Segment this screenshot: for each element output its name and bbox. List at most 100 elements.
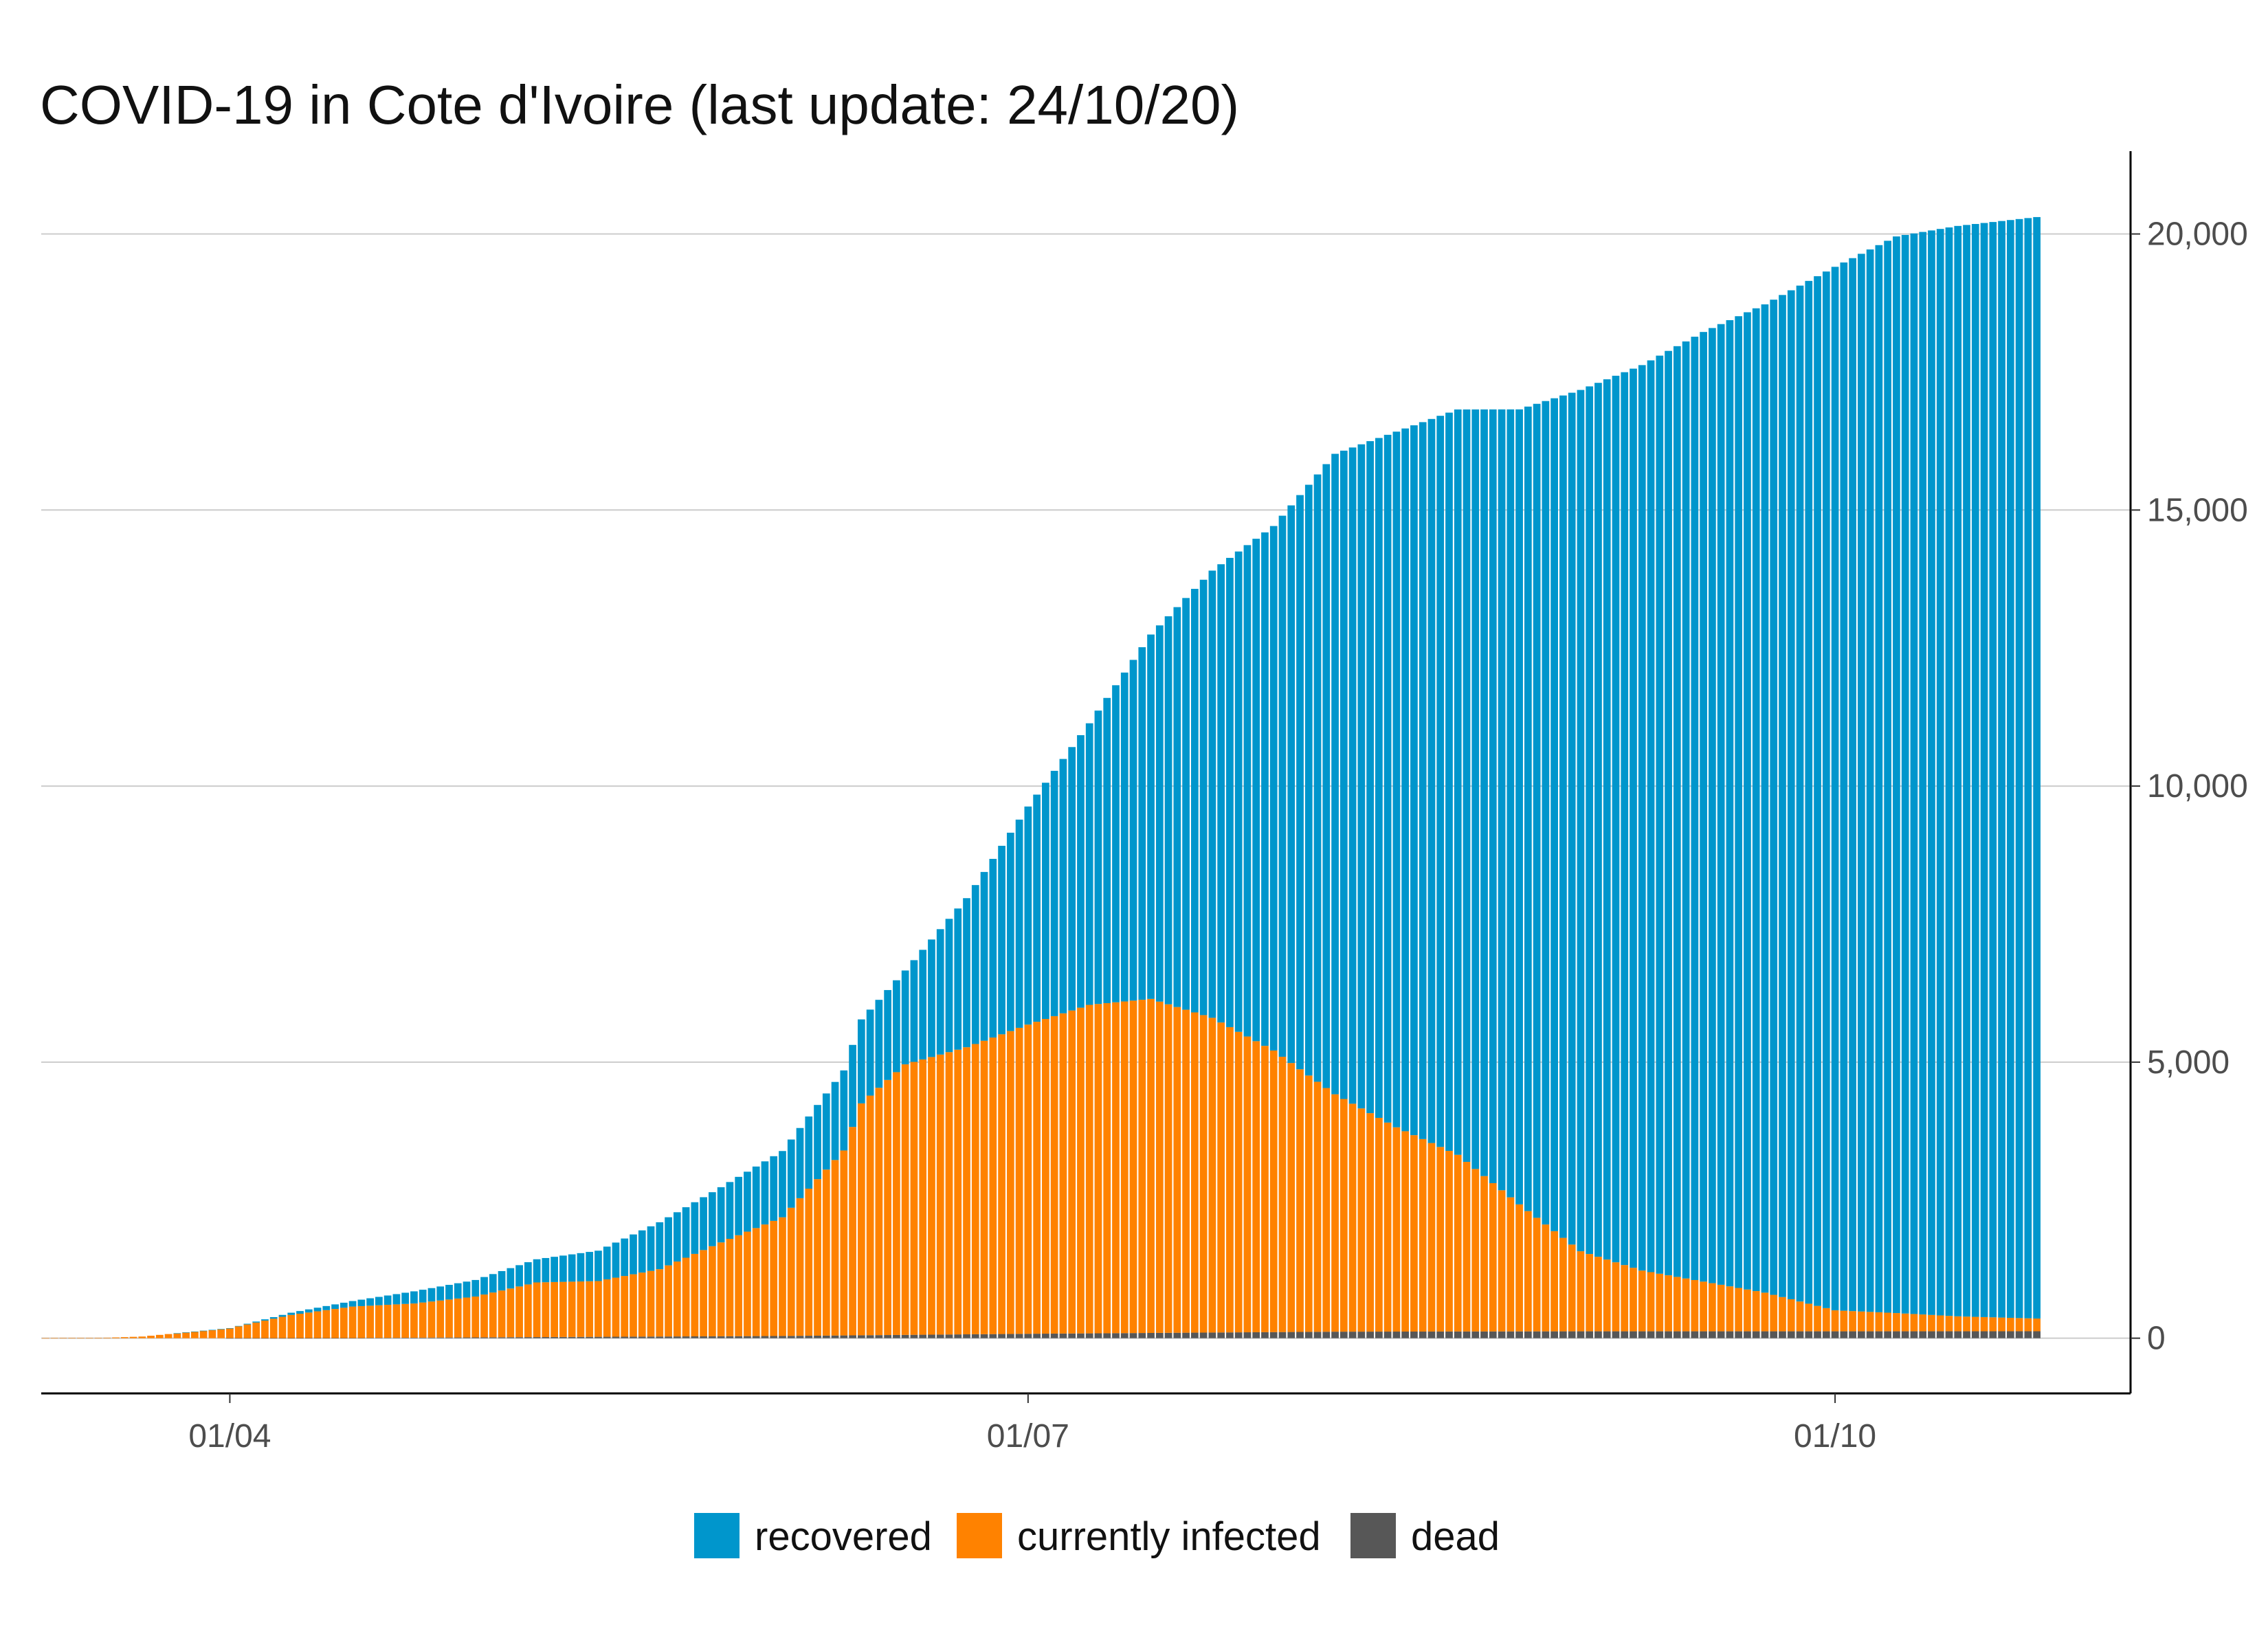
bar-segment-recovered: [1709, 328, 1716, 1283]
bar-segment-recovered: [1287, 505, 1296, 1064]
bar-segment-recovered: [901, 970, 909, 1065]
bar-segment-recovered: [1138, 647, 1146, 1000]
bar-segment-dead: [647, 1336, 655, 1338]
bar-segment-recovered: [269, 1316, 278, 1319]
bar-segment-currently-infected: [234, 1326, 243, 1338]
bar-segment-currently-infected: [1954, 1316, 1962, 1332]
bar-segment-currently-infected: [1313, 1081, 1322, 1332]
bar-segment-recovered: [796, 1128, 804, 1198]
bar-segment-dead: [1050, 1333, 1058, 1338]
bar-segment-dead: [586, 1336, 594, 1338]
bar-segment-recovered: [436, 1286, 445, 1301]
bar-segment-currently-infected: [594, 1281, 602, 1337]
bar-segment-recovered: [1129, 660, 1137, 1001]
bar-segment-currently-infected: [1752, 1291, 1760, 1332]
bar-segment-recovered: [1296, 495, 1304, 1070]
bar-segment-dead: [1033, 1334, 1041, 1338]
bar-segment-recovered: [2006, 220, 2014, 1318]
bar-segment-currently-infected: [1998, 1317, 2005, 1332]
bar-segment-dead: [963, 1334, 970, 1338]
bar-segment-dead: [1164, 1332, 1172, 1338]
bar-segment-currently-infected: [849, 1127, 856, 1336]
bar-segment-recovered: [1989, 222, 1997, 1318]
bar-segment-dead: [1963, 1331, 1970, 1338]
bar-segment-dead: [515, 1337, 523, 1338]
bar-segment-recovered: [577, 1253, 585, 1282]
bar-segment-currently-infected: [901, 1064, 909, 1335]
bar-segment-dead: [269, 1338, 278, 1339]
bar-segment-currently-infected: [1436, 1147, 1445, 1332]
bar-segment-currently-infected: [1129, 1000, 1137, 1334]
bar-segment-dead: [1822, 1331, 1830, 1338]
bar-segment-recovered: [1814, 276, 1821, 1306]
bar-segment-recovered: [1998, 221, 2005, 1318]
bar-segment-recovered: [1866, 249, 1874, 1312]
bar-segment-dead: [1287, 1332, 1296, 1338]
bar-segment-recovered: [559, 1255, 567, 1282]
bar-segment-currently-infected: [1463, 1162, 1471, 1332]
bar-segment-currently-infected: [1059, 1013, 1067, 1334]
bar-segment-currently-infected: [1840, 1310, 1848, 1332]
bar-segment-dead: [1410, 1331, 1418, 1338]
bar-segment-currently-infected: [1717, 1284, 1725, 1332]
bar-segment-dead: [1840, 1331, 1848, 1338]
bar-segment-currently-infected: [1339, 1099, 1348, 1332]
bar-segment-recovered: [1577, 390, 1585, 1252]
bar-segment-currently-infected: [199, 1330, 208, 1338]
bar-segment-dead: [1542, 1331, 1550, 1338]
bar-segment-dead: [1524, 1331, 1532, 1338]
bar-segment-recovered: [2024, 218, 2032, 1319]
bar-segment-recovered: [348, 1301, 357, 1307]
bar-segment-recovered: [1454, 409, 1462, 1155]
bar-segment-recovered: [463, 1281, 471, 1298]
bar-segment-recovered: [1042, 783, 1049, 1020]
bar-segment-dead: [2015, 1331, 2023, 1338]
bar-segment-recovered: [1463, 409, 1471, 1163]
bar-segment-recovered: [226, 1328, 234, 1329]
bar-segment-currently-infected: [1893, 1313, 1900, 1332]
bar-segment-currently-infected: [138, 1336, 146, 1338]
bar-segment-recovered: [410, 1291, 418, 1304]
bar-segment-currently-infected: [533, 1282, 541, 1338]
bar-segment-currently-infected: [893, 1072, 900, 1335]
bar-segment-dead: [910, 1334, 918, 1338]
bar-segment-recovered: [445, 1285, 453, 1300]
bar-segment-currently-infected: [322, 1310, 331, 1338]
bar-segment-currently-infected: [752, 1228, 760, 1336]
bar-segment-currently-infected: [1085, 1005, 1093, 1334]
bar-segment-dead: [1603, 1331, 1611, 1338]
bar-segment-dead: [726, 1336, 734, 1338]
bar-segment-recovered: [1787, 290, 1795, 1299]
bar-segment-currently-infected: [278, 1316, 287, 1338]
bar-segment-currently-infected: [1533, 1218, 1541, 1332]
bar-segment-currently-infected: [577, 1281, 585, 1337]
bar-segment-currently-infected: [1269, 1050, 1278, 1332]
bar-segment-currently-infected: [1296, 1069, 1304, 1332]
bar-segment-currently-infected: [1278, 1057, 1287, 1332]
bar-segment-dead: [1077, 1333, 1085, 1338]
bar-segment-recovered: [1252, 539, 1260, 1042]
bar-segment-recovered: [1410, 425, 1418, 1136]
bar-segment-recovered: [1700, 332, 1707, 1282]
bar-segment-recovered: [234, 1325, 243, 1327]
bar-segment-dead: [709, 1336, 716, 1338]
bar-segment-dead: [980, 1334, 988, 1338]
bar-segment-dead: [1261, 1332, 1269, 1338]
bar-segment-currently-infected: [1577, 1251, 1585, 1332]
bar-segment-recovered: [1568, 392, 1576, 1245]
bar-segment-dead: [884, 1335, 891, 1338]
bar-segment-recovered: [1147, 634, 1155, 999]
bar-segment-currently-infected: [1814, 1305, 1821, 1332]
bar-segment-recovered: [682, 1207, 690, 1258]
bar-segment-currently-infected: [419, 1302, 427, 1338]
bar-segment-currently-infected: [1015, 1027, 1023, 1334]
bar-segment-dead: [480, 1337, 488, 1338]
bar-segment-recovered: [1770, 300, 1778, 1295]
bar-segment-dead: [1042, 1334, 1049, 1338]
bar-segment-recovered: [1059, 759, 1067, 1013]
bar-segment-recovered: [1331, 453, 1339, 1095]
bar-segment-currently-infected: [313, 1311, 322, 1338]
bar-segment-recovered: [1278, 515, 1287, 1057]
bar-segment-dead: [1656, 1331, 1664, 1338]
bar-segment-dead: [1419, 1331, 1427, 1338]
